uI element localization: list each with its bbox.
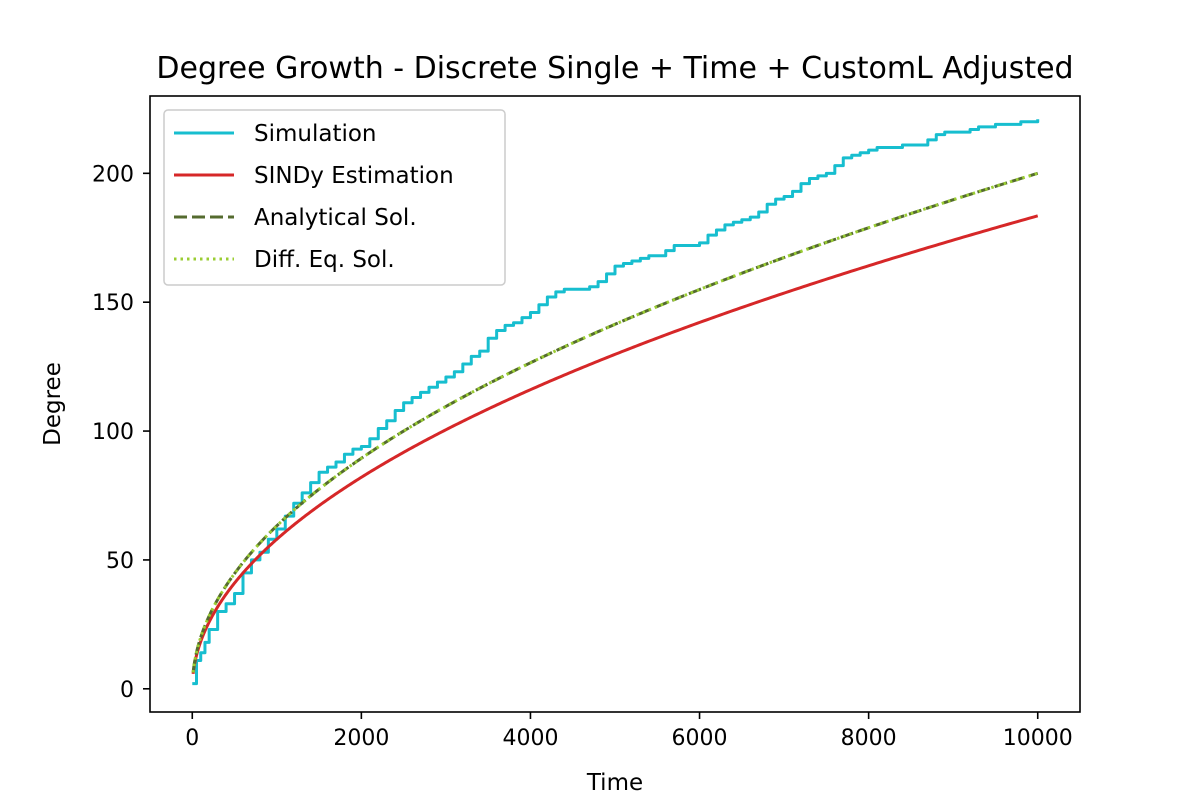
- y-tick-label: 200: [92, 162, 134, 187]
- legend: Simulation SINDy Estimation Analytical Sol…: [163, 109, 506, 286]
- legend-label-simulation: Simulation: [254, 121, 377, 147]
- ticks-layer: 0 2000 4000 6000 8000 10000 0 50 100 150 200: [92, 162, 1073, 751]
- y-tick-label: 50: [106, 549, 134, 574]
- y-tick-label: 150: [92, 291, 134, 316]
- legend-label-diff-eq-sol: Diff. Eq. Sol.: [254, 247, 395, 273]
- series-line-diff-eq-sol: [191, 171, 1039, 674]
- y-axis-label: Degree: [40, 362, 66, 446]
- y-tick-label: 0: [120, 678, 134, 703]
- legend-label-sindy-estimation: SINDy Estimation: [254, 163, 454, 189]
- x-tick-label: 10000: [1003, 726, 1073, 751]
- x-tick-label: 0: [185, 726, 199, 751]
- series-line-sindy-estimation: [191, 214, 1039, 676]
- legend-box: [163, 109, 506, 286]
- x-axis-label: Time: [586, 770, 643, 796]
- series-line-simulation: [192, 119, 1040, 686]
- x-tick-label: 2000: [333, 726, 389, 751]
- x-tick-label: 6000: [672, 726, 728, 751]
- series-layer: [191, 119, 1040, 686]
- y-tick-label: 100: [92, 420, 134, 445]
- plot-frame: [149, 95, 1081, 713]
- x-tick-label: 8000: [841, 726, 897, 751]
- legend-label-analytical-sol: Analytical Sol.: [254, 205, 417, 231]
- chart-title: Degree Growth - Discrete Single + Time +…: [156, 51, 1073, 86]
- x-tick-label: 4000: [502, 726, 558, 751]
